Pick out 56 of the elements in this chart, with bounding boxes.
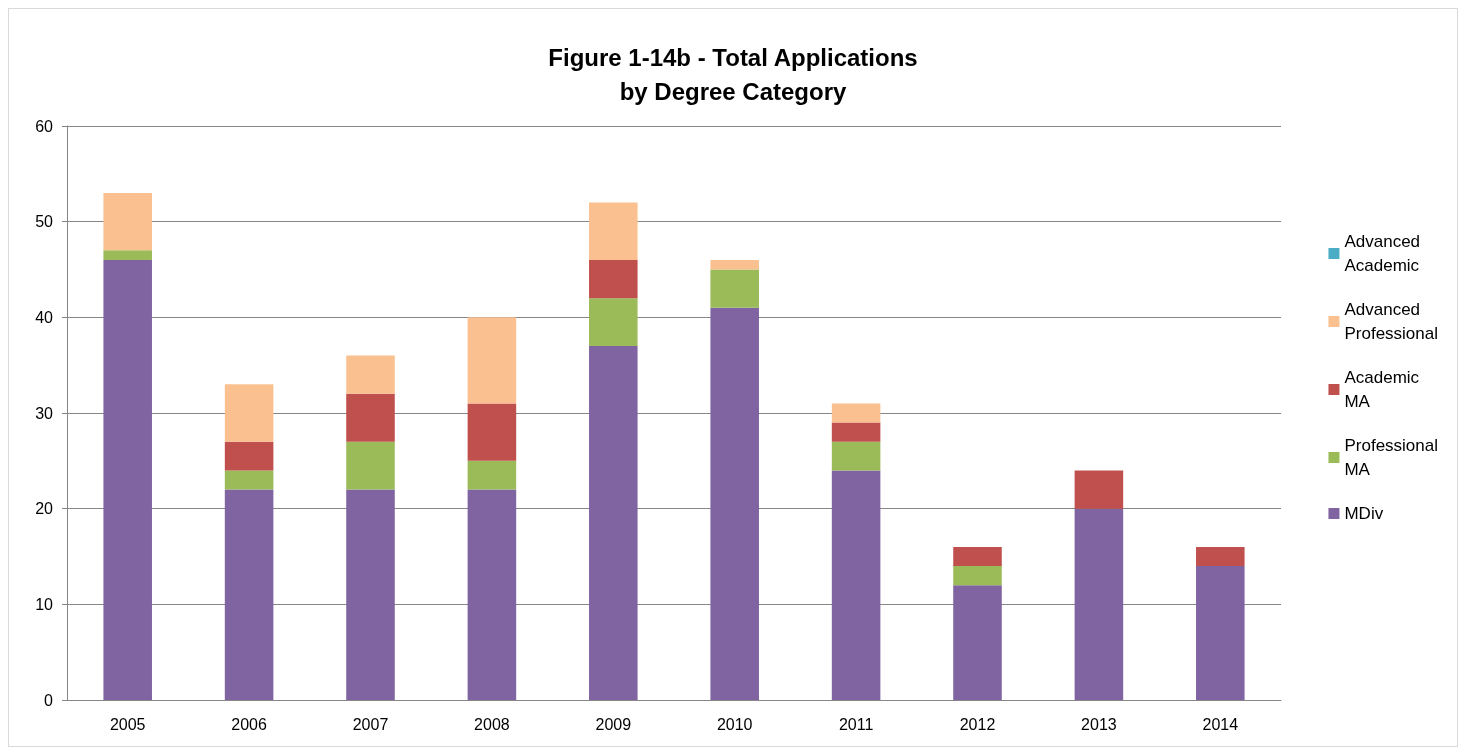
bar <box>467 403 517 461</box>
bar <box>103 259 152 700</box>
bar <box>467 489 517 700</box>
legend-label: Academic MA <box>1344 368 1420 411</box>
bar <box>346 441 395 490</box>
bar <box>467 460 517 490</box>
x-tick-label: 2008 <box>474 715 510 733</box>
y-tick-label: 10 <box>35 595 54 613</box>
bar <box>831 470 881 700</box>
x-tick-label: 2005 <box>109 715 146 733</box>
y-tick-label: 50 <box>35 213 54 231</box>
bar <box>103 192 152 251</box>
bar <box>1074 508 1124 700</box>
legend-label: Professional MA <box>1344 436 1439 479</box>
bar <box>346 393 395 442</box>
legend-label: MDiv <box>1344 504 1384 523</box>
x-tick-label: 2012 <box>959 715 996 733</box>
y-tick-label: 40 <box>35 308 54 326</box>
bar <box>224 384 274 442</box>
bar <box>953 546 1002 567</box>
legend-label: Advanced Academic <box>1344 232 1421 275</box>
bar <box>224 470 274 490</box>
chart-title: Figure 1-14b - Total Applications by Degree Category <box>548 43 918 105</box>
bar <box>103 250 152 260</box>
bar <box>224 489 274 700</box>
y-tick-label: 0 <box>44 691 54 709</box>
y-tick-label: 60 <box>35 117 54 135</box>
bar <box>710 307 759 700</box>
bar <box>224 441 274 471</box>
bar <box>1074 470 1124 509</box>
x-tick-label: 2013 <box>1081 715 1117 733</box>
bar <box>346 355 395 394</box>
bar <box>1196 566 1245 700</box>
bar <box>589 298 638 347</box>
bar <box>831 422 881 442</box>
bar <box>589 346 638 700</box>
y-tick-label: 30 <box>35 404 54 422</box>
bar <box>831 403 881 423</box>
x-tick-label: 2011 <box>838 715 874 733</box>
x-tick-label: 2009 <box>595 715 632 733</box>
legend-label: Advanced Professional <box>1344 300 1439 343</box>
bar <box>1196 546 1245 567</box>
bar <box>710 269 759 308</box>
bar <box>346 489 395 700</box>
bar <box>953 566 1002 586</box>
x-tick-label: 2007 <box>352 715 389 733</box>
bar <box>831 441 881 471</box>
bar <box>710 259 759 270</box>
y-tick-label: 20 <box>35 500 54 518</box>
x-tick-label: 2014 <box>1202 715 1239 733</box>
bar <box>589 202 638 260</box>
bar <box>953 585 1002 700</box>
bar <box>589 259 638 299</box>
bar <box>467 317 517 404</box>
x-tick-label: 2006 <box>231 715 267 733</box>
x-tick-label: 2010 <box>716 715 753 733</box>
